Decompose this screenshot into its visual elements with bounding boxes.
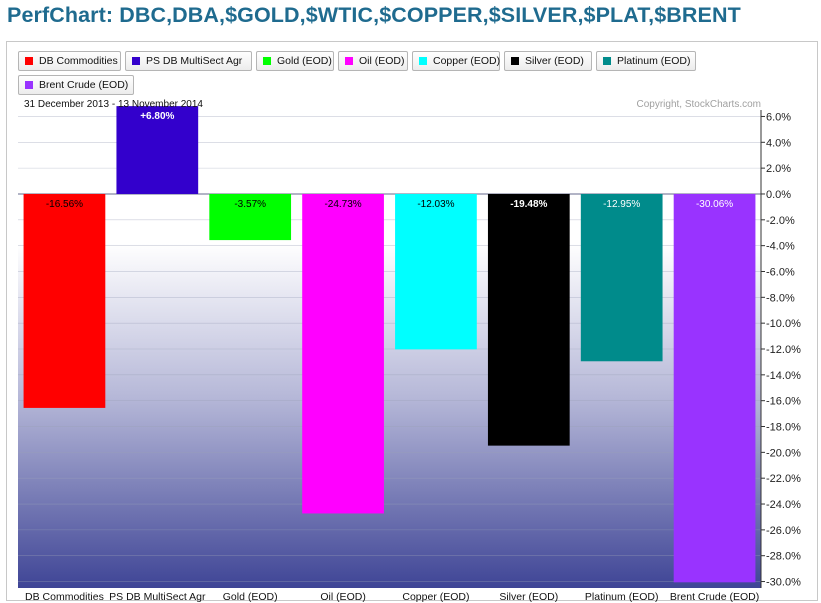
bar-value-label: -24.73% <box>324 199 361 210</box>
legend-swatch <box>25 57 33 65</box>
x-category-label: Oil (EOD) <box>320 591 366 603</box>
legend-label: PS DB MultiSect Agr <box>146 55 243 67</box>
legend-item[interactable]: Gold (EOD) <box>256 51 334 71</box>
legend-label: DB Commodities <box>39 55 118 67</box>
x-category-label: PS DB MultiSect Agr <box>109 591 206 603</box>
y-tick-label: -4.0% <box>766 241 795 253</box>
x-category-label: Copper (EOD) <box>402 591 469 603</box>
x-category-label: Brent Crude (EOD) <box>670 591 759 603</box>
legend-label: Silver (EOD) <box>525 55 584 67</box>
bar <box>116 106 199 194</box>
date-range-label: 31 December 2013 - 13 November 2014 <box>24 99 203 110</box>
x-category-label: Gold (EOD) <box>223 591 278 603</box>
y-axis: 6.0% 4.0% 2.0% 0.0% -2.0% -4.0% -6.0% -8.0% -10.… <box>760 110 801 589</box>
y-tick-label: -28.0% <box>766 551 801 563</box>
y-tick-label: 4.0% <box>766 137 791 149</box>
y-tick-label: -2.0% <box>766 215 795 227</box>
bar <box>580 193 663 362</box>
legend-item[interactable]: PS DB MultiSect Agr <box>125 51 252 71</box>
legend-label: Oil (EOD) <box>359 55 405 67</box>
bar <box>209 193 292 241</box>
y-tick-label: -10.0% <box>766 318 801 330</box>
y-tick-label: -14.0% <box>766 370 801 382</box>
legend-item[interactable]: Silver (EOD) <box>504 51 592 71</box>
page-title: PerfChart: DBC,DBA,$GOLD,$WTIC,$COPPER,$… <box>7 3 741 27</box>
legend-swatch <box>25 81 33 89</box>
y-tick-label: -24.0% <box>766 499 801 511</box>
legend-label: Copper (EOD) <box>433 55 501 67</box>
legend-item[interactable]: Copper (EOD) <box>412 51 500 71</box>
x-category-label: Silver (EOD) <box>499 591 558 603</box>
bar-value-label: -12.95% <box>603 199 640 210</box>
bar <box>487 193 570 446</box>
legend-label: Brent Crude (EOD) <box>39 79 129 91</box>
legend-label: Gold (EOD) <box>277 55 332 67</box>
legend-swatch <box>603 57 611 65</box>
y-tick-label: 0.0% <box>766 189 791 201</box>
legend-swatch <box>419 57 427 65</box>
y-tick-label: -20.0% <box>766 447 801 459</box>
bar-value-label: -16.56% <box>46 199 83 210</box>
y-tick-label: 6.0% <box>766 111 791 123</box>
y-tick-label: -6.0% <box>766 266 795 278</box>
y-tick-label: -18.0% <box>766 422 801 434</box>
bar <box>302 193 384 514</box>
bar-value-labels: -16.56% +6.80% -3.57% -24.73% -12.03% -19.48%… <box>46 111 733 210</box>
y-tick-label: -26.0% <box>766 525 801 537</box>
x-category-label: DB Commodities <box>25 591 104 603</box>
bar-value-label: -12.03% <box>417 199 454 210</box>
bar <box>395 193 477 350</box>
copyright-label: Copyright, StockCharts.com <box>637 99 762 110</box>
bar-value-label: -19.48% <box>510 199 547 210</box>
y-tick-label: -22.0% <box>766 473 801 485</box>
bar-value-label: -3.57% <box>234 199 266 210</box>
legend-item[interactable]: Platinum (EOD) <box>596 51 696 71</box>
bar-value-label: +6.80% <box>140 111 174 122</box>
legend-swatch <box>345 57 353 65</box>
x-category-label: Platinum (EOD) <box>585 591 659 603</box>
legend-item[interactable]: DB Commodities <box>18 51 121 71</box>
bar-value-label: -30.06% <box>696 199 733 210</box>
x-axis: DB Commodities PS DB MultiSect Agr Gold (E… <box>25 591 759 603</box>
y-tick-label: -12.0% <box>766 344 801 356</box>
y-tick-label: -16.0% <box>766 396 801 408</box>
bar <box>673 193 756 583</box>
y-tick-label: -8.0% <box>766 292 795 304</box>
legend-label: Platinum (EOD) <box>617 55 691 67</box>
bar <box>23 193 106 408</box>
legend-swatch <box>132 57 140 65</box>
legend-swatch <box>511 57 519 65</box>
y-tick-label: -30.0% <box>766 577 801 589</box>
bars-group <box>23 106 756 583</box>
legend-swatch <box>263 57 271 65</box>
legend-item[interactable]: Brent Crude (EOD) <box>18 75 134 95</box>
y-tick-label: 2.0% <box>766 163 791 175</box>
legend-item[interactable]: Oil (EOD) <box>338 51 408 71</box>
